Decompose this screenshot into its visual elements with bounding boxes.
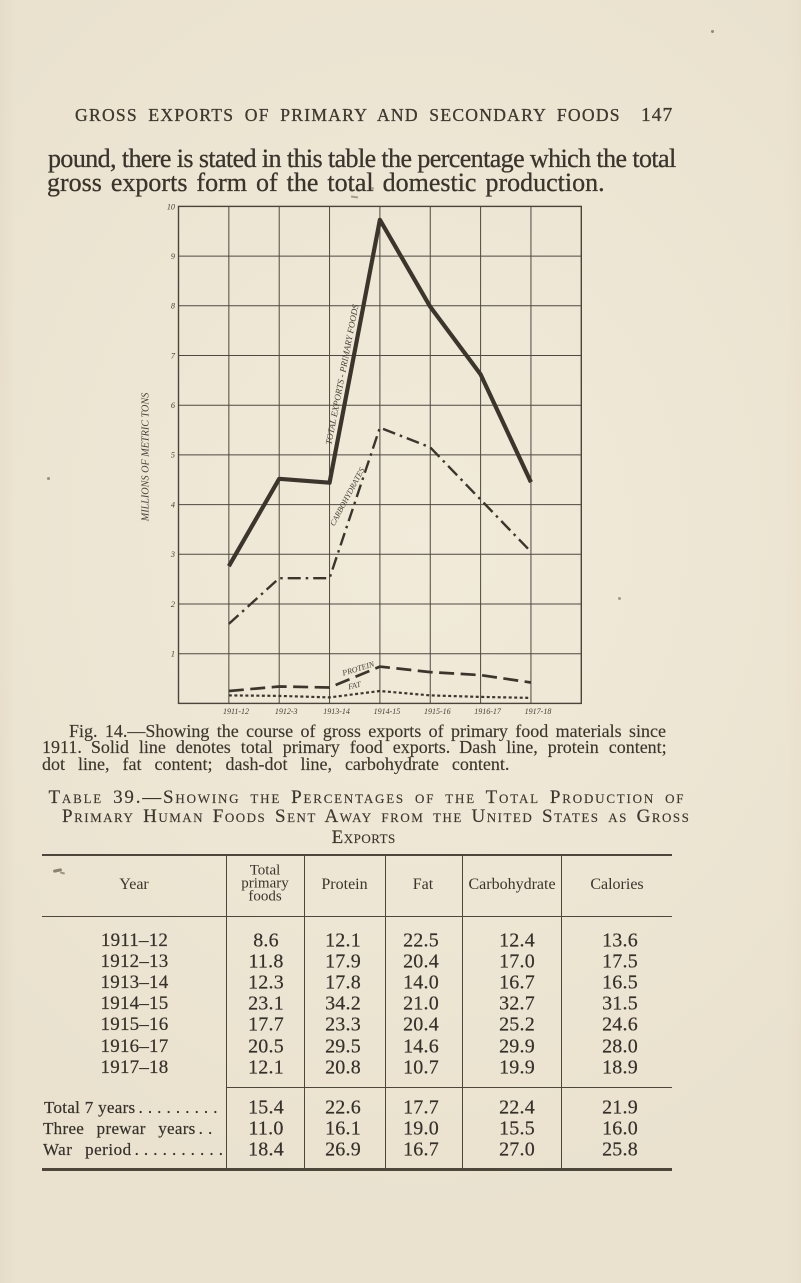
svg-text:1917-18: 1917-18 (525, 707, 552, 716)
svg-text:2: 2 (171, 600, 175, 609)
svg-text:9: 9 (171, 252, 175, 261)
svg-text:1915-16: 1915-16 (424, 707, 451, 716)
svg-text:FAT: FAT (346, 680, 362, 692)
svg-text:1: 1 (171, 650, 175, 659)
svg-text:7: 7 (171, 351, 176, 360)
svg-text:8: 8 (171, 302, 175, 311)
svg-text:4: 4 (171, 500, 175, 509)
svg-text:10: 10 (167, 203, 175, 212)
svg-text:6: 6 (171, 401, 176, 410)
svg-text:MILLIONS OF METRIC TONS: MILLIONS OF METRIC TONS (141, 393, 152, 523)
svg-text:1913-14: 1913-14 (323, 707, 350, 716)
svg-text:5: 5 (171, 451, 175, 460)
svg-text:1912-3: 1912-3 (275, 707, 298, 716)
svg-text:1916-17: 1916-17 (474, 707, 502, 716)
svg-text:3: 3 (170, 550, 175, 559)
svg-text:1911-12: 1911-12 (223, 707, 249, 716)
svg-text:1914-15: 1914-15 (374, 707, 401, 716)
svg-text:CARBOHYDRATES: CARBOHYDRATES (328, 466, 366, 527)
